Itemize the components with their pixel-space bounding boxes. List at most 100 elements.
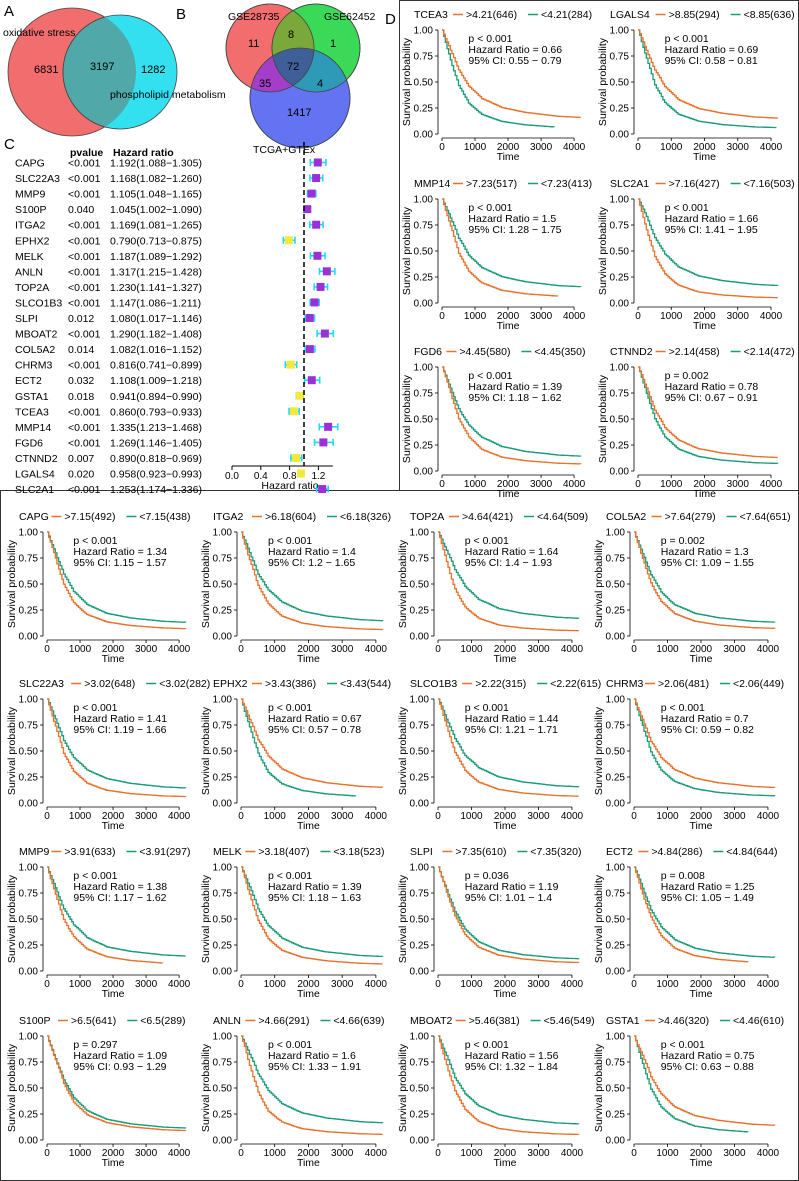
venn-a-both: 3197 bbox=[90, 61, 114, 73]
km-xlabel: Time bbox=[497, 151, 520, 163]
km-ytick-label: 0.25 bbox=[610, 273, 630, 284]
forest-row-s100p-gene: S100P bbox=[15, 204, 47, 216]
km-ytick-label: 0.75 bbox=[213, 889, 233, 900]
km-xtick-label: 0 bbox=[435, 811, 441, 822]
km-xlabel: Time bbox=[297, 820, 320, 832]
km-xtick-label: 0 bbox=[635, 479, 641, 490]
km-xtick-label: 3000 bbox=[527, 644, 550, 655]
km-legend-high-label: >2.14(458) bbox=[669, 346, 720, 358]
km-hazard-ratio: Hazard Ratio = 0.78 bbox=[665, 381, 759, 393]
km-plot-slpi: SLPI >7.35(610) <7.35(320) 0.00 0.25 0.50 0.75… bbox=[397, 846, 584, 1000]
forest-row-ect2-gene: ECT2 bbox=[15, 375, 42, 387]
forest-row-slco1b3-gene: SLCO1B3 bbox=[15, 297, 62, 309]
forest-row-slc2a1-gene: SLC2A1 bbox=[15, 484, 54, 496]
km-ytick-label: 0.25 bbox=[606, 773, 626, 784]
forest-row-lgals4-gene: LGALS4 bbox=[15, 469, 55, 481]
km-ci: 95% CI: 1.05 − 1.49 bbox=[661, 892, 754, 904]
km-ci: 95% CI: 1.15 − 1.57 bbox=[73, 557, 166, 569]
km-xtick-label: 1000 bbox=[460, 1148, 483, 1159]
km-xtick-label: 3000 bbox=[527, 811, 550, 822]
km-xtick-label: 4000 bbox=[760, 311, 783, 322]
venn-a-set1-label: oxidative stress bbox=[3, 27, 75, 39]
forest-row-top2a-pvalue: <0.001 bbox=[68, 282, 101, 294]
km-xtick-label: 3000 bbox=[727, 142, 750, 153]
venn-b-set3-label: TCGA+GTEx bbox=[253, 144, 316, 156]
forest-row-ctnnd2-hr-text: 0.890(0.818−0.969) bbox=[110, 453, 202, 465]
km-ytick-label: 0.50 bbox=[606, 580, 626, 591]
km-curve-low bbox=[47, 698, 187, 789]
km-xtick-label: 4000 bbox=[563, 479, 586, 490]
km-ytick-label: 1.00 bbox=[410, 863, 430, 874]
km-ytick-label: 0.75 bbox=[414, 389, 434, 400]
forest-row-slpi-hr-text: 1.080(1.017−1.146) bbox=[110, 313, 202, 325]
km-curve-high bbox=[634, 698, 776, 789]
km-legend-low-label: <6.5(289) bbox=[140, 1015, 185, 1027]
km-xtick-label: 0 bbox=[238, 811, 244, 822]
km-pvalue: p < 0.001 bbox=[665, 202, 709, 214]
km-ytick-label: 0.50 bbox=[610, 78, 630, 89]
km-gene-label: MMP9 bbox=[19, 846, 49, 858]
km-plot-slc2a1: SLC2A1 >7.16(427) <7.16(503) 0.00 0.25 0.50 0.… bbox=[597, 178, 795, 332]
km-ytick-label: 0.75 bbox=[606, 1058, 626, 1069]
forest-row-slc2a1-hr-text: 1.253(1.174−1.336) bbox=[110, 484, 202, 496]
forest-plot: pvalue Hazard ratio Hazard ratio CAPG <0.… bbox=[15, 142, 339, 496]
km-ylabel: Survival probability bbox=[397, 706, 409, 795]
km-ytick-label: 0.50 bbox=[606, 747, 626, 758]
km-xtick-label: 2000 bbox=[297, 1148, 320, 1159]
km-ci: 95% CI: 1.28 − 1.75 bbox=[468, 224, 561, 236]
km-curve-high bbox=[438, 1035, 580, 1136]
venn-b-outline-3 bbox=[249, 47, 351, 149]
km-xtick-label: 3000 bbox=[530, 142, 553, 153]
km-xtick-label: 1000 bbox=[656, 644, 679, 655]
forest-row-mboat2-point bbox=[320, 329, 329, 338]
km-legend-high-label: >5.46(381) bbox=[469, 1015, 520, 1027]
km-ylabel: Survival probability bbox=[6, 539, 18, 628]
km-ytick-label: 0.00 bbox=[410, 632, 430, 643]
km-curve-high bbox=[241, 698, 384, 788]
km-ytick-label: 0.50 bbox=[213, 747, 233, 758]
km-pvalue: p < 0.001 bbox=[468, 202, 512, 214]
km-xlabel: Time bbox=[494, 1157, 517, 1169]
km-ylabel: Survival probability bbox=[593, 539, 605, 628]
km-gene-label: SLCO1B3 bbox=[410, 678, 457, 690]
km-xtick-label: 1000 bbox=[264, 644, 287, 655]
km-ytick-label: 1.00 bbox=[606, 695, 626, 706]
forest-row-capg-gene: CAPG bbox=[15, 158, 45, 170]
km-xtick-label: 0 bbox=[631, 811, 637, 822]
km-xtick-label: 0 bbox=[44, 811, 50, 822]
km-legend-low-label: <4.66(639) bbox=[333, 1015, 384, 1027]
km-legend-low-label: <4.84(644) bbox=[726, 846, 777, 858]
venn-b-r1: 11 bbox=[248, 38, 259, 50]
km-ytick-label: 0.00 bbox=[414, 299, 434, 310]
km-legend-high-label: >4.84(286) bbox=[651, 846, 702, 858]
km-xtick-label: 1000 bbox=[69, 811, 92, 822]
km-xtick-label: 1000 bbox=[69, 644, 92, 655]
forest-row-gsta1-hr-text: 0.941(0.894−0.990) bbox=[110, 391, 202, 403]
km-ylabel: Survival probability bbox=[593, 874, 605, 963]
km-xtick-label: 3000 bbox=[723, 1148, 746, 1159]
km-legend-low-label: <3.02(282) bbox=[159, 678, 210, 690]
km-ytick-label: 1.00 bbox=[606, 1032, 626, 1043]
km-curve-high bbox=[634, 1035, 776, 1126]
venn-a-only1: 6831 bbox=[34, 64, 58, 76]
km-hazard-ratio: Hazard Ratio = 1.56 bbox=[465, 1050, 559, 1062]
km-xtick-label: 4000 bbox=[168, 811, 191, 822]
km-ci: 95% CI: 1.18 − 1.63 bbox=[268, 892, 361, 904]
km-ytick-label: 0.50 bbox=[19, 1084, 39, 1095]
km-xlabel: Time bbox=[297, 653, 320, 665]
venn-b-r2: 1 bbox=[330, 38, 336, 50]
forest-row-mboat2-pvalue: <0.001 bbox=[68, 329, 101, 341]
venn-b-r23: 4 bbox=[317, 78, 323, 90]
km-plot-mboat2: MBOAT2 >5.46(381) <5.46(549) 0.00 0.25 0.50 0.… bbox=[397, 1015, 595, 1169]
km-ci: 95% CI: 1.19 − 1.66 bbox=[73, 724, 166, 736]
km-pvalue: p = 0.036 bbox=[465, 870, 509, 882]
km-ytick-label: 0.75 bbox=[410, 889, 430, 900]
km-gene-label: SLC2A1 bbox=[610, 178, 649, 190]
km-xtick-label: 4000 bbox=[365, 1148, 388, 1159]
km-hazard-ratio: Hazard Ratio = 1.44 bbox=[465, 713, 559, 725]
km-pvalue: p = 0.008 bbox=[661, 870, 705, 882]
forest-row-ctnnd2-gene: CTNND2 bbox=[15, 453, 58, 465]
km-ytick-label: 0.75 bbox=[213, 1058, 233, 1069]
km-curve-low bbox=[442, 198, 582, 288]
km-legend-high-label: >7.35(610) bbox=[455, 846, 506, 858]
